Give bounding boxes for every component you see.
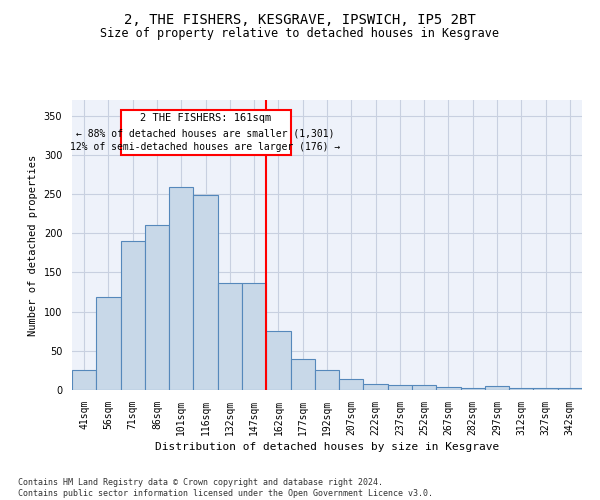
Bar xyxy=(193,195,218,390)
Bar xyxy=(339,379,364,390)
Bar xyxy=(218,284,242,390)
Bar xyxy=(96,296,121,390)
Bar xyxy=(290,360,315,390)
Bar xyxy=(145,224,169,390)
Text: 12% of semi-detached houses are larger (176) →: 12% of semi-detached houses are larger (… xyxy=(70,142,341,152)
Text: Contains HM Land Registry data © Crown copyright and database right 2024.
Contai: Contains HM Land Registry data © Crown c… xyxy=(18,478,433,498)
Text: 2 THE FISHERS: 161sqm: 2 THE FISHERS: 161sqm xyxy=(140,113,271,123)
Bar xyxy=(485,386,509,390)
Bar xyxy=(388,386,412,390)
Bar xyxy=(436,387,461,390)
Bar xyxy=(533,388,558,390)
Bar xyxy=(169,187,193,390)
Bar xyxy=(72,370,96,390)
Bar xyxy=(242,284,266,390)
Bar xyxy=(412,386,436,390)
Text: Size of property relative to detached houses in Kesgrave: Size of property relative to detached ho… xyxy=(101,28,499,40)
Bar xyxy=(364,384,388,390)
Text: 2, THE FISHERS, KESGRAVE, IPSWICH, IP5 2BT: 2, THE FISHERS, KESGRAVE, IPSWICH, IP5 2… xyxy=(124,12,476,26)
Bar xyxy=(266,331,290,390)
Bar xyxy=(121,241,145,390)
Bar xyxy=(121,110,290,155)
Bar xyxy=(461,388,485,390)
Bar xyxy=(558,388,582,390)
Bar xyxy=(509,388,533,390)
Y-axis label: Number of detached properties: Number of detached properties xyxy=(28,154,38,336)
X-axis label: Distribution of detached houses by size in Kesgrave: Distribution of detached houses by size … xyxy=(155,442,499,452)
Bar xyxy=(315,370,339,390)
Text: ← 88% of detached houses are smaller (1,301): ← 88% of detached houses are smaller (1,… xyxy=(76,128,335,138)
